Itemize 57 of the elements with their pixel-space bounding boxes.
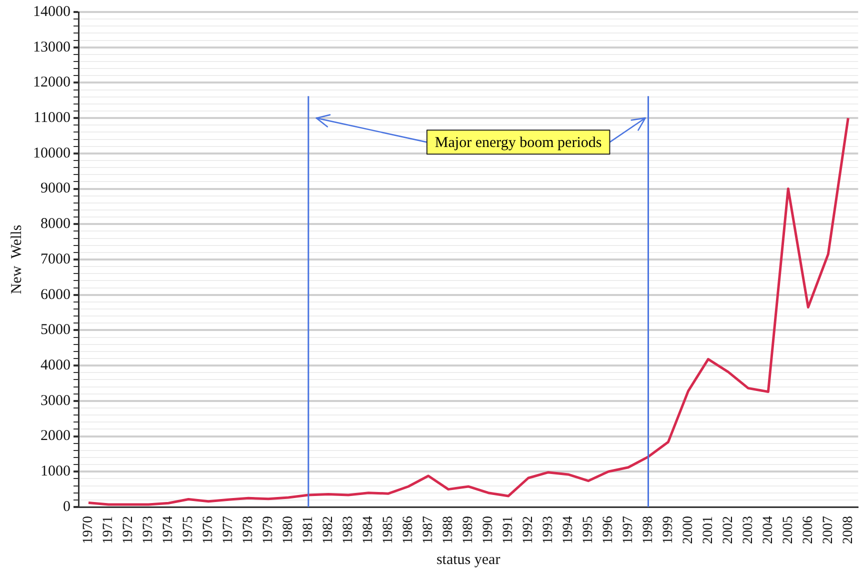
x-tick-label: 2002: [720, 516, 736, 544]
y-tick-label: 13000: [33, 39, 70, 56]
x-tick-label: 1991: [500, 516, 516, 544]
x-tick-label: 1989: [460, 516, 476, 544]
x-axis-title: status year: [436, 552, 500, 568]
x-tick-label: 1994: [560, 516, 576, 544]
y-tick-label: 10000: [33, 145, 70, 162]
x-tick-label: 1986: [401, 516, 416, 544]
x-tick-label: 1978: [241, 516, 256, 544]
x-tick-label: 1972: [121, 516, 136, 544]
x-tick-label: 1971: [101, 516, 116, 544]
x-tick-label: 1973: [141, 516, 156, 544]
y-tick-label: 6000: [40, 286, 70, 303]
x-tick-label: 1996: [600, 516, 616, 544]
x-tick-label: 2000: [680, 516, 696, 544]
x-tick-label: 1987: [421, 516, 436, 544]
y-tick-label: 12000: [33, 74, 70, 91]
y-tick-label: 3000: [40, 392, 70, 409]
x-tick-label: 2004: [760, 516, 776, 544]
x-tick-label: 1980: [281, 516, 296, 544]
y-axis-title: New Wells: [8, 224, 25, 294]
x-tick-label: 1990: [480, 516, 496, 544]
x-tick-label: 1997: [620, 516, 636, 544]
x-tick-label: 1983: [341, 516, 356, 544]
y-tick-label: 11000: [34, 110, 70, 126]
x-tick-label: 2005: [780, 516, 796, 544]
x-tick-label: 1998: [640, 516, 656, 544]
x-tick-label: 1999: [660, 516, 676, 544]
x-tick-label: 1970: [81, 516, 96, 544]
x-tick-label: 2001: [700, 516, 716, 544]
y-tick-label: 8000: [40, 216, 70, 232]
x-tick-label: 2006: [800, 516, 816, 544]
x-tick-label: 1976: [201, 516, 216, 544]
x-tick-label: 1975: [181, 516, 196, 544]
y-tick-label: 4000: [40, 358, 70, 374]
x-tick-label: 1981: [301, 516, 316, 544]
y-tick-label: 14000: [33, 4, 70, 20]
x-tick-label: 2007: [820, 516, 836, 544]
y-tick-label: 1000: [40, 464, 70, 480]
x-tick-label: 1982: [321, 516, 336, 544]
y-tick-label: 9000: [40, 180, 70, 197]
y-tick-label: 5000: [40, 322, 70, 338]
x-tick-label: 1995: [580, 516, 596, 544]
y-tick-label: 2000: [40, 428, 70, 444]
y-tick-label: 7000: [40, 251, 70, 268]
x-tick-label: 1992: [520, 516, 536, 544]
x-tick-label: 1988: [441, 516, 456, 544]
x-tick-label: 2008: [840, 516, 856, 544]
y-tick-label: 0: [63, 498, 70, 515]
x-tick-label: 1993: [540, 516, 556, 544]
x-tick-label: 2003: [740, 516, 756, 544]
x-tick-label: 1979: [261, 516, 276, 544]
x-tick-label: 1977: [221, 516, 236, 544]
x-tick-label: 1985: [381, 516, 396, 544]
annotation: Major energy boom periods: [434, 135, 602, 152]
x-tick-label: 1984: [361, 516, 376, 544]
x-tick-label: 1974: [161, 516, 176, 544]
